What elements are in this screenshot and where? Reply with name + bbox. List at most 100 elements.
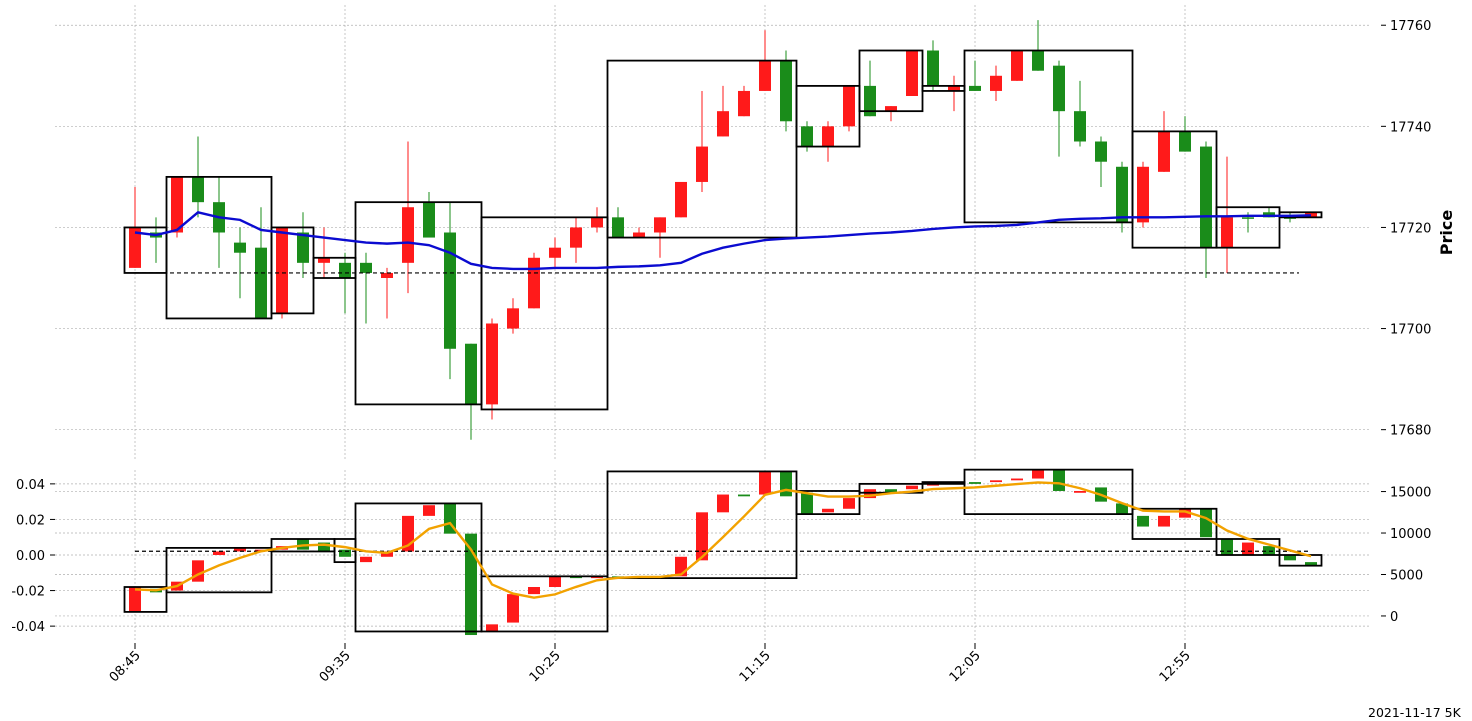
candle-body [591, 217, 603, 228]
lower-y-axis-left: -0.04 -0.02 0.00 0.02 0.04 [11, 478, 55, 635]
candle-body [927, 50, 939, 86]
price-range-box [354, 201, 483, 406]
candle-body [780, 60, 792, 122]
lower-right-tick-label: 10000 [1390, 527, 1431, 542]
lower-left-tick-label: 0.04 [16, 478, 45, 493]
lower-bar [906, 485, 918, 490]
candle-body [465, 343, 477, 405]
lower-bar [1032, 469, 1044, 479]
lower-bar [1158, 515, 1170, 527]
candle-body [969, 85, 981, 91]
lower-bar [465, 533, 477, 636]
candle-body [675, 181, 687, 218]
footer-label: 2021-11-17 5K [1368, 705, 1462, 720]
lower-bar [1242, 542, 1254, 555]
candle-body [255, 247, 267, 319]
lower-panel: -0.04 -0.02 0.00 0.02 0.04 0 5000 10000 15000 [11, 468, 1431, 636]
candle-body [276, 227, 288, 314]
lower-y-axis-right: 0 5000 10000 15000 [1381, 486, 1431, 625]
candle-body [822, 126, 834, 147]
candle-body [549, 247, 561, 258]
x-tick-label: 10:25 [527, 648, 564, 685]
x-tick-label: 11:15 [737, 648, 774, 685]
lower-range-box [123, 586, 168, 613]
x-tick-label: 12:05 [947, 648, 984, 685]
lower-bar [360, 556, 372, 563]
candle-body [1305, 212, 1317, 218]
price-range-box [858, 49, 924, 113]
candle-body [234, 242, 246, 253]
candle-body [381, 272, 393, 278]
candle-body [192, 176, 204, 203]
price-y-tick-label: 17700 [1390, 323, 1431, 338]
lower-bar [423, 505, 435, 516]
price-range-box [795, 84, 861, 148]
lower-bar [1053, 469, 1065, 491]
candle-body [297, 232, 309, 263]
lower-range-box [354, 502, 483, 633]
lower-left-tick-label: 0.02 [16, 513, 45, 528]
candle-body [1095, 141, 1107, 162]
lower-bar [1011, 478, 1023, 481]
lower-bar [696, 512, 708, 561]
lower-bar [129, 587, 141, 612]
price-boxes [123, 49, 1323, 411]
candle-body [1221, 217, 1233, 248]
price-panel: 17680 17700 17720 17740 17760 Price [123, 19, 1456, 440]
lower-boxes [123, 468, 1323, 633]
lower-bar [1116, 503, 1128, 515]
price-range-box [480, 216, 609, 411]
candle-body [1137, 166, 1149, 223]
price-range-box [1215, 206, 1281, 249]
candle-body [759, 60, 771, 91]
price-y-axis: 17680 17700 17720 17740 17760 [1381, 19, 1431, 439]
lower-range-box [480, 575, 609, 633]
lower-bar [885, 489, 897, 493]
price-ma-line [134, 210, 1312, 271]
candle-body [1074, 111, 1086, 142]
candle-body [696, 146, 708, 182]
lower-bar [549, 576, 561, 588]
lower-bar [213, 551, 225, 555]
grid-lines [55, 5, 1370, 640]
candle-body [738, 90, 750, 117]
lower-bar [759, 471, 771, 495]
candle-body [507, 308, 519, 329]
candle-body [339, 262, 351, 278]
lower-left-tick-label: -0.04 [11, 620, 45, 635]
candle-body [528, 257, 540, 309]
candle-body [129, 227, 141, 268]
candle-body [1179, 131, 1191, 152]
lower-bar [843, 498, 855, 509]
price-y-tick-label: 17760 [1390, 19, 1431, 34]
candle-body [1116, 166, 1128, 223]
price-candles [129, 20, 1317, 440]
x-axis: 08:45 09:35 10:25 11:15 12:05 12:55 [107, 643, 1194, 685]
lower-bar [1221, 538, 1233, 555]
candle-body [570, 227, 582, 248]
candle-body [444, 232, 456, 349]
candle-body [171, 176, 183, 233]
candle-body [906, 50, 918, 96]
candle-body [612, 217, 624, 238]
x-tick-label: 09:35 [317, 648, 354, 685]
lower-range-box [963, 468, 1134, 516]
candle-body [423, 202, 435, 238]
lower-bar [1305, 562, 1317, 566]
lower-bar [192, 560, 204, 582]
lower-bar [780, 471, 792, 497]
lower-ma-line [134, 481, 1312, 599]
lower-bar [339, 549, 351, 557]
lower-bar [486, 624, 498, 632]
lower-bar [1179, 508, 1191, 518]
candle-body [801, 126, 813, 147]
lower-bar [969, 482, 981, 484]
lower-bar [717, 494, 729, 513]
lower-bar [1284, 555, 1296, 561]
x-tick-label: 08:45 [107, 648, 144, 685]
candle-body [1011, 50, 1023, 81]
price-axis-label: Price [1437, 210, 1456, 256]
candle-body [1053, 65, 1065, 112]
candle-body [1032, 50, 1044, 71]
